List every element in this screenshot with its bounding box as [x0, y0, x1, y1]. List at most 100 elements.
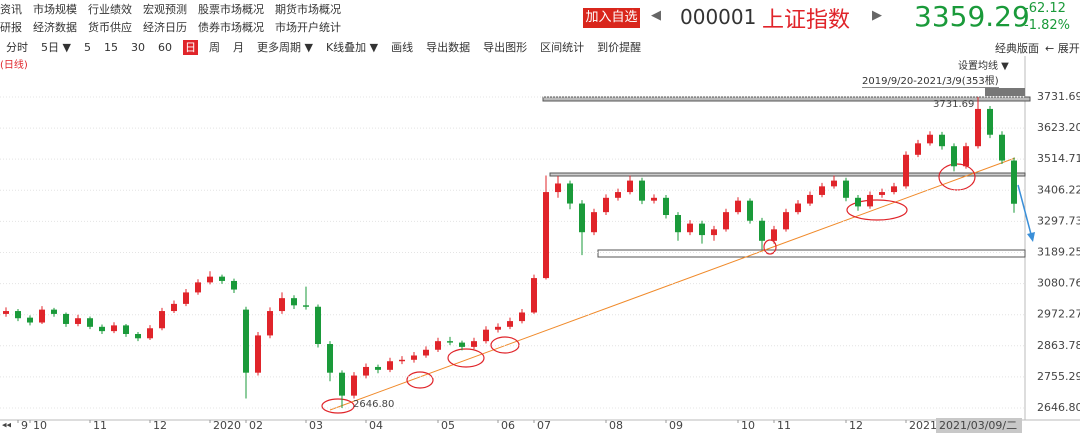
toolbar-item[interactable]: 15: [103, 41, 118, 54]
toolbar-item[interactable]: 分时: [6, 41, 28, 54]
candle-body: [759, 220, 765, 241]
candle-body: [855, 197, 861, 207]
menu-item[interactable]: 市场规模: [33, 3, 77, 16]
toolbar-item[interactable]: K线叠加 ▼: [325, 41, 379, 54]
candle-body: [279, 298, 285, 312]
menu-item[interactable]: 经济日历: [143, 21, 187, 34]
prev-icon[interactable]: ◀: [651, 8, 661, 23]
candle-body: [135, 333, 141, 339]
toolbar-item[interactable]: 60: [157, 41, 172, 54]
candle-body: [339, 372, 345, 396]
x-tick-label: 09: [669, 419, 683, 432]
x-tick-label: 2021: [909, 419, 937, 432]
menu-item[interactable]: 货币供应: [88, 21, 132, 34]
candle-body: [567, 183, 573, 204]
candle-body: [399, 359, 405, 362]
candle-body: [411, 355, 417, 360]
candle-body: [195, 282, 201, 293]
toolbar-item[interactable]: 画线: [391, 41, 414, 54]
y-tick-label: 3189.25: [1037, 245, 1080, 258]
toolbar-item[interactable]: 5日 ▼: [41, 41, 71, 54]
toolbar-item[interactable]: 经典版面: [995, 42, 1039, 55]
candle-body: [147, 328, 153, 339]
menu-item[interactable]: 市场开户统计: [275, 21, 341, 34]
stock-name: 上证指数: [762, 8, 851, 33]
ma-button[interactable]: 设置均线 ▼: [958, 61, 1009, 72]
candle-body: [867, 194, 873, 207]
candle-body: [519, 312, 525, 322]
candle-body: [987, 108, 993, 135]
candle-body: [3, 311, 9, 314]
candle-body: [483, 329, 489, 342]
candle-body: [939, 134, 945, 147]
menu-item[interactable]: 股票市场概况: [198, 3, 264, 16]
candle-body: [123, 325, 129, 334]
price: 3359.29: [914, 0, 1030, 33]
annotation-circles: [321, 163, 976, 414]
toolbar-item[interactable]: 30: [130, 41, 145, 54]
menu-item[interactable]: 期货市场概况: [275, 3, 341, 16]
toolbar-item[interactable]: 日: [182, 40, 198, 55]
candle-body: [687, 223, 693, 233]
toolbar-item[interactable]: 5: [83, 41, 91, 54]
y-tick-label: 2646.80: [1037, 401, 1080, 414]
toolbar-item[interactable]: 月: [232, 41, 244, 54]
toolbar-item[interactable]: 导出图形: [483, 41, 528, 54]
x-tick-label: 03: [309, 419, 323, 432]
candle-body: [663, 197, 669, 216]
menu-item[interactable]: 债券市场概况: [198, 21, 264, 34]
candle-body: [891, 186, 897, 193]
candle-body: [495, 326, 501, 330]
candle-body: [303, 305, 309, 307]
toolbar-item[interactable]: 周: [208, 41, 220, 54]
x-tick-label: 08: [609, 419, 623, 432]
candle-body: [639, 180, 645, 201]
cursor-date-box: [936, 418, 1022, 433]
y-tick-label: 2755.29: [1037, 370, 1080, 383]
toolbar-item[interactable]: ← 展开: [1045, 42, 1080, 55]
candle-body: [975, 108, 981, 147]
y-tick-label: 3080.76: [1037, 277, 1080, 290]
toolbar-item[interactable]: 到价提醒: [597, 41, 642, 54]
max-label: 3731.69: [933, 99, 974, 110]
y-tick-label: 3406.22: [1037, 183, 1080, 196]
follow-button[interactable]: 加入自选: [583, 8, 640, 28]
candle-body: [471, 341, 477, 347]
menu-item[interactable]: 研报: [0, 21, 22, 34]
candle-body: [543, 192, 549, 279]
y-tick-label: 3623.20: [1037, 121, 1080, 134]
menu-item[interactable]: 行业绩效: [88, 3, 132, 16]
candle-body: [459, 342, 465, 347]
candle-body: [267, 311, 273, 336]
toolbar-item[interactable]: 区间统计: [540, 41, 585, 54]
candle-body: [207, 276, 213, 283]
candle-body: [579, 203, 585, 233]
candle-body: [87, 318, 93, 327]
candle-body: [903, 154, 909, 187]
candle-body: [531, 278, 537, 313]
y-tick-label: 3514.71: [1037, 152, 1080, 165]
menu-item[interactable]: 宏观预测: [143, 3, 187, 16]
support-band: [597, 249, 1026, 258]
candle-body: [423, 349, 429, 356]
toolbar-item[interactable]: 更多周期 ▼: [256, 41, 313, 54]
candle-body: [327, 344, 333, 373]
arrow-head: [1027, 232, 1035, 242]
toolbar: 分时 5日 ▼ 5 15 30 60 日周月更多周期 ▼ K线叠加 ▼ 画线 导出数据 导出图形 区间…: [4, 40, 643, 55]
menu-item[interactable]: 经济数据: [33, 21, 77, 34]
toolbar-item[interactable]: 导出数据: [426, 41, 471, 54]
cursor-box: [985, 88, 1025, 96]
candle-body: [435, 341, 441, 350]
candle-body: [387, 361, 393, 370]
menu-item[interactable]: 资讯: [0, 3, 22, 16]
candle-body: [999, 134, 1005, 161]
scroll-left[interactable]: ◂◂: [2, 421, 12, 431]
candle-body: [795, 203, 801, 213]
candle-body: [351, 375, 357, 396]
x-tick-label: 11: [777, 419, 791, 432]
next-icon[interactable]: ▶: [872, 8, 882, 23]
candle-body: [255, 335, 261, 373]
menu-row: 研报 经济数据 货币供应 经济日历 债券市场概况 市场开户统计: [0, 19, 341, 35]
candle-body: [807, 194, 813, 204]
